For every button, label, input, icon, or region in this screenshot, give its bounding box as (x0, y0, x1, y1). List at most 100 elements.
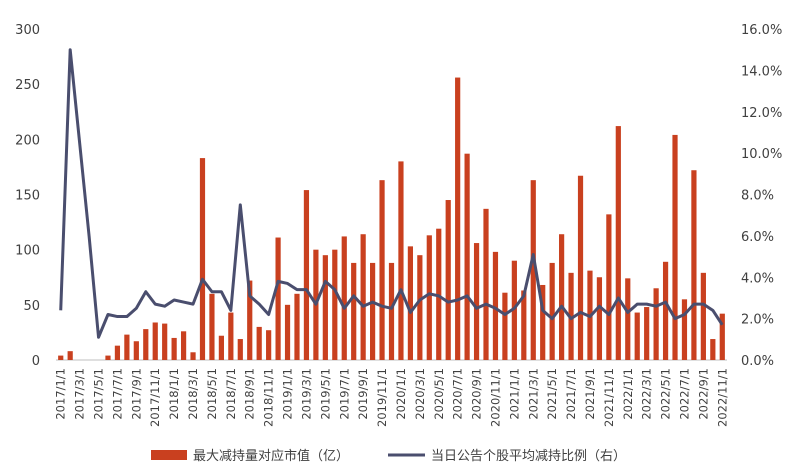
x-tick-label: 2019/9/1 (356, 368, 370, 420)
bar (464, 153, 470, 360)
bar (322, 255, 328, 360)
x-tick-label: 2020/5/1 (432, 368, 446, 420)
x-tick-label: 2020/9/1 (470, 368, 484, 420)
x-tick-label: 2022/9/1 (696, 368, 710, 420)
left-y-axis: 0 50 100 150 200 250 300 (15, 23, 40, 369)
bar (596, 277, 603, 360)
x-tick-label: 2021/9/1 (583, 368, 597, 420)
x-tick-label: 2018/9/1 (243, 368, 257, 420)
bar (559, 234, 565, 360)
bar (237, 339, 243, 360)
x-tick-label: 2020/1/1 (394, 368, 408, 420)
right-tick-label: 10.0% (741, 147, 782, 162)
bar (360, 234, 366, 360)
bar (644, 307, 650, 360)
ratio-line (59, 48, 724, 339)
left-tick-label: 50 (23, 299, 40, 314)
x-tick-label: 2018/3/1 (186, 368, 200, 420)
bar (180, 331, 187, 360)
right-tick-label: 16.0% (741, 23, 782, 38)
bar (388, 262, 395, 360)
bar (719, 313, 725, 360)
x-tick-label: 2019/3/1 (299, 368, 313, 420)
bar (284, 304, 291, 360)
bar (351, 262, 357, 360)
bar (502, 292, 508, 360)
bar (615, 126, 621, 360)
x-tick-label: 2020/11/1 (488, 368, 502, 427)
bar (370, 262, 376, 360)
right-tick-label: 6.0% (741, 230, 774, 245)
x-tick-label: 2019/5/1 (318, 368, 332, 420)
bar (634, 312, 640, 360)
x-tick-label: 2021/1/1 (507, 368, 521, 420)
bar (710, 339, 716, 360)
bar (209, 293, 215, 360)
x-tick-label: 2018/7/1 (224, 368, 238, 420)
left-tick-label: 0 (32, 354, 40, 369)
bar (681, 299, 688, 360)
bar (577, 175, 584, 360)
bar (672, 134, 678, 360)
bar (530, 180, 536, 360)
bar (341, 236, 347, 360)
x-tick-label: 2018/11/1 (262, 368, 276, 427)
right-tick-label: 8.0% (741, 189, 774, 204)
bar (143, 329, 149, 360)
x-tick-label: 2017/3/1 (73, 368, 87, 420)
bar (303, 190, 310, 360)
x-tick-label: 2019/1/1 (281, 368, 295, 420)
legend: 最大减持量对应市值（亿） 当日公告个股平均减持比例（右） (151, 448, 626, 464)
bar (483, 208, 489, 360)
bar (275, 237, 281, 360)
bar (294, 293, 300, 360)
right-tick-label: 12.0% (741, 106, 782, 121)
bar (152, 322, 158, 360)
x-tick-label: 2017/5/1 (92, 368, 106, 420)
bar (407, 246, 413, 360)
x-tick-label: 2018/5/1 (205, 368, 219, 420)
x-tick-label: 2021/5/1 (545, 368, 559, 420)
bar (653, 288, 659, 360)
bar (455, 77, 461, 361)
right-y-axis: 0.0% 2.0% 4.0% 6.0% 8.0% 10.0% 12.0% 14.0% 16.0% (741, 23, 782, 369)
bar (379, 180, 385, 360)
bar (199, 158, 206, 360)
x-tick-label: 2020/7/1 (451, 368, 465, 420)
bar (625, 278, 631, 360)
x-tick-label: 2019/11/1 (375, 368, 389, 427)
right-tick-label: 2.0% (741, 313, 774, 328)
bar (662, 261, 669, 360)
bar (511, 260, 517, 360)
x-tick-label: 2022/3/1 (640, 368, 654, 420)
bar (105, 355, 111, 360)
bar (133, 341, 139, 360)
right-tick-label: 4.0% (741, 271, 774, 286)
bar (417, 255, 423, 360)
left-tick-label: 100 (15, 244, 40, 259)
right-tick-label: 0.0% (741, 354, 774, 369)
bar (398, 161, 404, 360)
x-tick-label: 2017/1/1 (54, 368, 68, 420)
bar (162, 323, 168, 360)
bar (445, 200, 451, 360)
legend-bar-label: 最大减持量对应市值（亿） (193, 448, 349, 464)
x-tick-label: 2022/7/1 (677, 368, 691, 420)
bar (700, 272, 706, 360)
left-tick-label: 300 (15, 23, 40, 38)
bar (266, 330, 272, 360)
x-tick-label: 2018/1/1 (167, 368, 181, 420)
x-tick-label: 2019/7/1 (337, 368, 351, 420)
bar (549, 262, 555, 360)
bar (332, 249, 338, 360)
bar (606, 214, 612, 360)
x-tick-label: 2021/3/1 (526, 368, 540, 420)
bar (540, 284, 546, 360)
bar (114, 345, 121, 360)
bar (247, 280, 253, 360)
bar (171, 337, 177, 360)
bar (691, 170, 697, 360)
x-tick-label: 2020/3/1 (413, 368, 427, 420)
left-tick-label: 150 (15, 189, 40, 204)
